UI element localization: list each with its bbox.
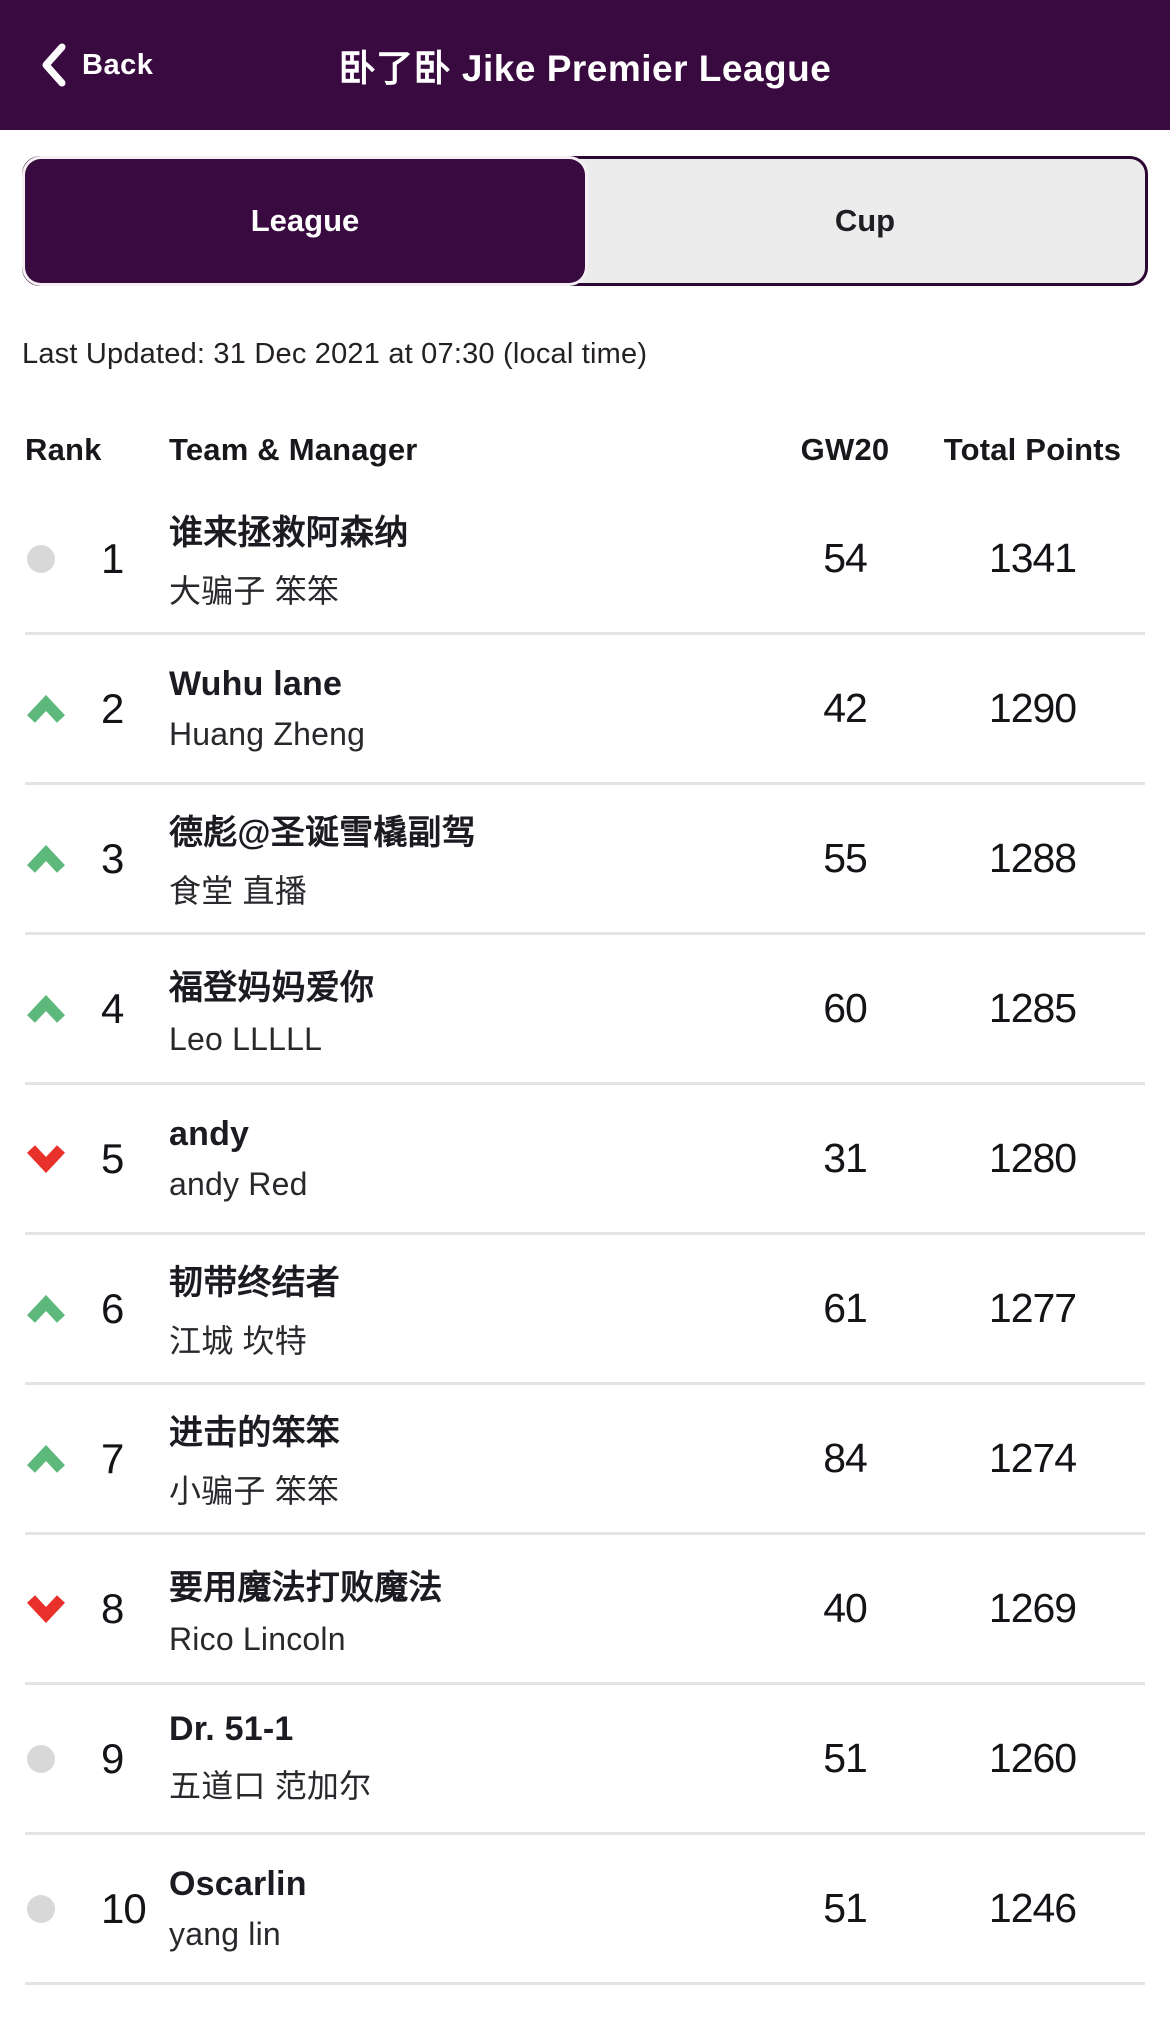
- team-name: Wuhu lane: [169, 664, 343, 703]
- team-name: 韧带终结者: [169, 1264, 340, 1302]
- gw-points: 54: [823, 535, 868, 581]
- rank-down-icon: [26, 1144, 66, 1173]
- rank-down-icon: [26, 1594, 66, 1623]
- total-points: 1341: [988, 535, 1077, 581]
- rank-up-icon: [26, 844, 66, 873]
- tab-league[interactable]: League: [25, 159, 585, 283]
- back-button[interactable]: Back: [40, 0, 153, 130]
- table-row[interactable]: 7 进击的笨笨 小骗子 笨笨 84 1274: [25, 1385, 1145, 1535]
- rank-number: 6: [101, 1284, 124, 1332]
- table-row[interactable]: 9 Dr. 51-1 五道口 范加尔 51 1260: [25, 1685, 1145, 1835]
- manager-name: yang lin: [169, 1915, 281, 1952]
- manager-name: 五道口 范加尔: [169, 1768, 372, 1804]
- manager-name: 食堂 直播: [169, 873, 307, 909]
- table-row[interactable]: 10 Oscarlin yang lin 51 1246: [25, 1835, 1145, 1985]
- table-row[interactable]: 1 谁来拯救阿森纳 大骗子 笨笨 54 1341: [25, 485, 1145, 635]
- tab-bar: League Cup: [22, 156, 1148, 286]
- table-header-row: Rank Team & Manager GW20 Total Points: [25, 415, 1145, 485]
- team-name: 要用魔法打败魔法: [169, 1568, 443, 1607]
- table-row[interactable]: 2 Wuhu lane Huang Zheng 42 1290: [25, 635, 1145, 785]
- rank-number: 10: [101, 1884, 147, 1932]
- manager-name: 江城 坎特: [169, 1323, 307, 1359]
- table-row[interactable]: 3 德彪@圣诞雪橇副驾 食堂 直播 55 1288: [25, 785, 1145, 935]
- rank-same-icon: [27, 1894, 55, 1923]
- table-row[interactable]: 5 andy andy Red 31 1280: [25, 1085, 1145, 1235]
- back-label: Back: [82, 48, 154, 81]
- total-points: 1280: [988, 1135, 1077, 1181]
- page-title: 卧了卧 Jike Premier League: [338, 48, 832, 89]
- total-points: 1290: [988, 685, 1077, 731]
- gw-points: 84: [823, 1435, 868, 1481]
- manager-name: andy Red: [169, 1165, 308, 1202]
- table-row[interactable]: 4 福登妈妈爱你 Leo LLLLL 60 1285: [25, 935, 1145, 1085]
- column-header-team: Team & Manager: [169, 432, 418, 467]
- manager-name: 小骗子 笨笨: [169, 1473, 340, 1509]
- standings-table: Rank Team & Manager GW20 Total Points 1 …: [25, 415, 1145, 1985]
- rank-number: 9: [101, 1734, 124, 1782]
- team-name: 福登妈妈爱你: [169, 968, 375, 1007]
- rank-number: 5: [101, 1134, 124, 1182]
- total-points: 1285: [988, 985, 1077, 1031]
- total-points: 1274: [988, 1435, 1077, 1481]
- team-name: Oscarlin: [169, 1864, 307, 1903]
- manager-name: Huang Zheng: [169, 715, 366, 752]
- gw-points: 31: [823, 1135, 868, 1181]
- tab-cup[interactable]: Cup: [834, 203, 896, 238]
- gw-points: 55: [823, 835, 868, 881]
- gw-points: 51: [823, 1735, 868, 1781]
- team-name: 德彪@圣诞雪橇副驾: [169, 814, 476, 852]
- rank-number: 2: [101, 684, 124, 732]
- rank-up-icon: [26, 694, 66, 723]
- gw-points: 40: [823, 1585, 868, 1631]
- table-body: 1 谁来拯救阿森纳 大骗子 笨笨 54 1341 2 Wu: [25, 485, 1145, 1985]
- rank-number: 8: [101, 1584, 124, 1632]
- total-points: 1277: [988, 1285, 1077, 1331]
- column-header-total: Total Points: [943, 432, 1122, 467]
- gw-points: 42: [823, 685, 868, 731]
- table-row[interactable]: 6 韧带终结者 江城 坎特 61 1277: [25, 1235, 1145, 1385]
- gw-points: 60: [823, 985, 868, 1031]
- app-header: Back 卧了卧 Jike Premier League: [0, 0, 1170, 130]
- rank-number: 3: [101, 834, 124, 882]
- total-points: 1246: [988, 1885, 1077, 1931]
- table-row[interactable]: 8 要用魔法打败魔法 Rico Lincoln 40 1269: [25, 1535, 1145, 1685]
- last-updated-text: Last Updated: 31 Dec 2021 at 07:30 (loca…: [22, 338, 648, 370]
- gw-points: 61: [823, 1285, 868, 1331]
- team-name: 进击的笨笨: [169, 1414, 340, 1452]
- rank-up-icon: [26, 994, 66, 1023]
- gw-points: 51: [823, 1885, 868, 1931]
- team-name: andy: [169, 1114, 250, 1153]
- rank-same-icon: [27, 1744, 55, 1773]
- rank-up-icon: [26, 1444, 66, 1473]
- rank-same-icon: [27, 544, 55, 573]
- total-points: 1260: [988, 1735, 1077, 1781]
- team-name: 谁来拯救阿森纳: [169, 514, 409, 552]
- total-points: 1288: [988, 835, 1077, 881]
- manager-name: 大骗子 笨笨: [169, 573, 340, 609]
- rank-number: 1: [101, 534, 124, 582]
- total-points: 1269: [988, 1585, 1077, 1631]
- back-chevron-icon: [42, 43, 66, 87]
- column-header-rank: Rank: [25, 432, 102, 467]
- manager-name: Leo LLLLL: [169, 1020, 323, 1057]
- rank-number: 7: [101, 1434, 124, 1482]
- rank-number: 4: [101, 984, 124, 1032]
- column-header-gw: GW20: [800, 432, 890, 467]
- team-name: Dr. 51-1: [169, 1710, 294, 1748]
- manager-name: Rico Lincoln: [169, 1620, 346, 1657]
- rank-up-icon: [26, 1294, 66, 1323]
